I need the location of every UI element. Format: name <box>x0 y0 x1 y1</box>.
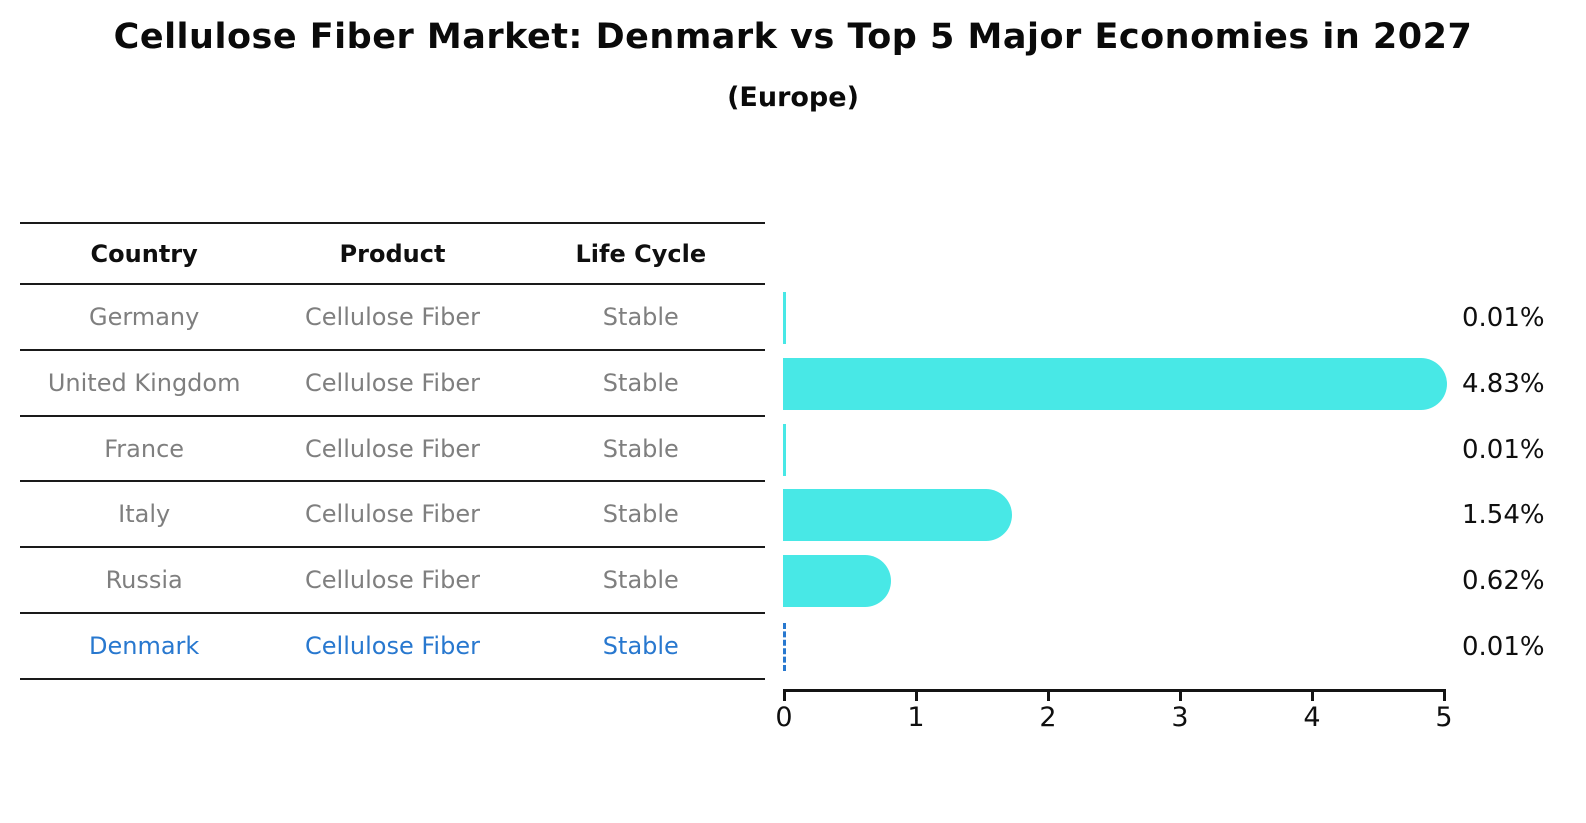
table-body: Germany Cellulose Fiber Stable United Kingd… <box>20 285 765 680</box>
bar-france <box>783 423 786 476</box>
table-row: Russia Cellulose Fiber Stable <box>20 548 765 615</box>
x-axis-tick-label: 0 <box>775 702 793 733</box>
x-axis-tick <box>1047 691 1050 701</box>
x-axis-tick <box>1311 691 1314 701</box>
x-axis-tick-label: 3 <box>1171 702 1189 733</box>
x-axis-tick-label: 2 <box>1039 702 1057 733</box>
table-cell-life-cycle: Stable <box>602 434 679 463</box>
bar-russia <box>783 555 891 608</box>
chart-subtitle: (Europe) <box>727 82 859 113</box>
table-cell-life-cycle: Stable <box>602 632 679 661</box>
x-axis-tick <box>1179 691 1182 701</box>
table-header-row: Country Product Life Cycle <box>20 222 765 285</box>
bar-value-label: 4.83% <box>1462 368 1545 399</box>
table-header-product: Product <box>339 239 446 268</box>
bar-germany <box>783 291 786 344</box>
table-row: Italy Cellulose Fiber Stable <box>20 482 765 549</box>
table-cell-country: France <box>104 434 185 463</box>
table-header-life-cycle: Life Cycle <box>575 239 707 268</box>
x-axis-tick <box>783 691 786 701</box>
x-axis-tick-label: 1 <box>907 702 925 733</box>
table-cell-life-cycle: Stable <box>602 566 679 595</box>
table-cell-country: Italy <box>118 500 171 529</box>
table-cell-product: Cellulose Fiber <box>305 434 480 463</box>
country-table: Country Product Life Cycle Germany Cellul… <box>20 222 765 680</box>
bar-value-label: 1.54% <box>1462 500 1545 531</box>
x-axis-tick-label: 5 <box>1435 702 1453 733</box>
bar-value-label: 0.01% <box>1462 302 1545 333</box>
table-cell-life-cycle: Stable <box>602 368 679 397</box>
table-cell-product: Cellulose Fiber <box>305 302 480 331</box>
table-row: Germany Cellulose Fiber Stable <box>20 285 765 351</box>
table-header-country: Country <box>90 239 198 268</box>
chart-title: Cellulose Fiber Market: Denmark vs Top 5… <box>113 17 1473 57</box>
bar-value-label: 0.01% <box>1462 632 1545 663</box>
table-cell-product: Cellulose Fiber <box>305 368 480 397</box>
table-cell-product: Cellulose Fiber <box>305 566 480 595</box>
table-cell-country: Russia <box>105 566 183 595</box>
table-row: Denmark Cellulose Fiber Stable <box>20 614 765 680</box>
bar-highlighted-denmark <box>783 623 786 672</box>
x-axis-tick <box>915 691 918 701</box>
bar-value-label: 0.01% <box>1462 434 1545 465</box>
bar-italy <box>783 489 1013 542</box>
x-axis-tick <box>1443 691 1446 701</box>
table-cell-country: United Kingdom <box>47 368 241 397</box>
table-cell-life-cycle: Stable <box>602 500 679 529</box>
table-cell-product: Cellulose Fiber <box>305 500 480 529</box>
x-axis-line <box>783 689 1446 692</box>
x-axis-tick-label: 4 <box>1303 702 1321 733</box>
table-cell-product: Cellulose Fiber <box>305 632 480 661</box>
bar-united-kingdom <box>783 357 1447 410</box>
table-cell-country: Denmark <box>89 632 200 661</box>
bar-value-label: 0.62% <box>1462 566 1545 597</box>
table-row: United Kingdom Cellulose Fiber Stable <box>20 351 765 417</box>
table-cell-country: Germany <box>89 302 200 331</box>
table-cell-life-cycle: Stable <box>602 302 679 331</box>
table-row: France Cellulose Fiber Stable <box>20 417 765 483</box>
